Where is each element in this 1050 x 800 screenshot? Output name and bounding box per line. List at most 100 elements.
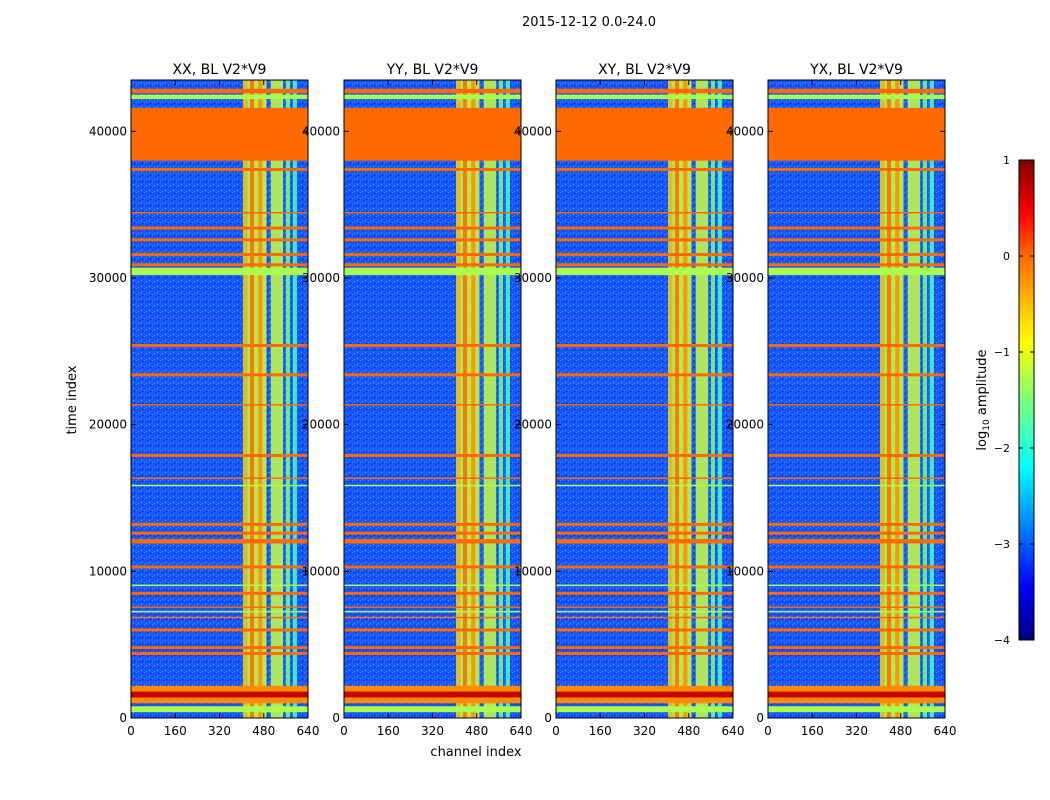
flagged-band: [344, 404, 521, 406]
flagged-band: [131, 168, 308, 171]
rfi-band: [131, 584, 308, 587]
x-axis-label: channel index: [430, 745, 521, 760]
y-tick-label: 20000: [514, 418, 552, 432]
colorbar-tick-label: −2: [994, 442, 1010, 455]
flagged-band: [344, 88, 521, 94]
flagged-band: [556, 454, 733, 457]
rfi-band: [344, 610, 521, 613]
y-tick-label: 30000: [726, 271, 764, 285]
flagged-band: [131, 454, 308, 457]
y-tick-label: 40000: [726, 124, 764, 138]
flagged-band: [344, 591, 521, 595]
bright-channel-column: [886, 80, 892, 718]
bright-channel-column: [683, 80, 688, 718]
flagged-band: [768, 88, 945, 94]
flagged-band: [768, 212, 945, 214]
flagged-band: [131, 591, 308, 595]
flagged-band: [344, 652, 521, 655]
x-tick-label: 320: [421, 724, 444, 738]
rfi-band: [131, 610, 308, 613]
strong-signal-core: [131, 691, 308, 698]
flagged-band: [131, 628, 308, 632]
strong-signal-core: [556, 691, 733, 698]
flagged-band: [768, 373, 945, 377]
flagged-band: [344, 539, 521, 544]
colorbar-label: log10 amplitude: [975, 349, 992, 450]
rfi-band: [556, 94, 733, 100]
x-tick-label: 160: [164, 724, 187, 738]
flagged-band: [556, 212, 733, 214]
y-axis-label: time index: [65, 365, 80, 434]
flagged-band: [768, 404, 945, 406]
flagged-band: [768, 522, 945, 526]
bright-channel-column: [462, 80, 468, 718]
panel-xy: XY, BL V2*V9 0 160 320 480 640 0 10000 20000 3000…: [514, 62, 745, 738]
flagged-band: [344, 606, 521, 609]
x-tick-label: 0: [764, 724, 772, 738]
flagged-band: [556, 373, 733, 377]
flagged-band: [131, 616, 308, 619]
flagged-band: [768, 628, 945, 632]
colorbar-ticks: 1 0 −1 −2 −3 −4: [994, 154, 1034, 647]
y-tick-label: 0: [332, 711, 340, 725]
bright-channel-column: [880, 80, 885, 718]
flagged-band: [131, 531, 308, 535]
colorbar-tick-label: −1: [994, 346, 1010, 359]
x-tick-label: 640: [722, 724, 745, 738]
bright-channel-column: [505, 80, 510, 718]
y-tick-label: 10000: [726, 564, 764, 578]
x-tick-label: 0: [127, 724, 135, 738]
rfi-band: [768, 584, 945, 587]
flagged-band: [768, 652, 945, 655]
x-tick-label: 640: [297, 724, 320, 738]
flagged-band: [768, 591, 945, 595]
y-tick-label: 40000: [302, 124, 340, 138]
rfi-band: [344, 484, 521, 487]
flagged-band: [556, 253, 733, 256]
x-tick-label: 480: [677, 724, 700, 738]
flagged-band: [344, 373, 521, 377]
rfi-band: [556, 706, 733, 713]
flagged-band: [556, 591, 733, 595]
x-tick-label: 320: [208, 724, 231, 738]
flagged-band: [344, 238, 521, 242]
colorbar-tick-label: 1: [1003, 154, 1010, 167]
flagged-band: [556, 652, 733, 655]
flagged-band: [131, 646, 308, 650]
flagged-band: [556, 565, 733, 569]
y-tick-label: 0: [756, 711, 764, 725]
panel-xx: XX, BL V2*V9 0 160 320 480 640 0 10000 20000 3000…: [89, 62, 320, 738]
colorbar-label-suffix: amplitude: [975, 349, 990, 419]
flagged-band: [768, 344, 945, 347]
figure-suptitle: 2015-12-12 0.0-24.0: [522, 15, 656, 30]
flagged-band: [131, 238, 308, 242]
strong-signal-core: [344, 691, 521, 698]
rfi-band: [344, 706, 521, 713]
panel-yy: YY, BL V2*V9 0 160 320 480 640 0 10000 20000 3000…: [302, 62, 533, 738]
flagged-band: [131, 253, 308, 256]
bright-channel-column: [907, 80, 921, 718]
flagged-band: [556, 606, 733, 609]
colorbar-tick-label: 0: [1003, 250, 1010, 263]
x-tick-label: 640: [934, 724, 957, 738]
flagged-band: [768, 616, 945, 619]
flagged-band: [131, 539, 308, 544]
flagged-band: [768, 454, 945, 457]
rfi-band: [768, 706, 945, 713]
flagged-band: [131, 565, 308, 569]
rfi-band: [131, 484, 308, 487]
bright-channel-column: [674, 80, 680, 718]
flagged-band: [556, 107, 733, 161]
flagged-band: [131, 606, 308, 609]
flagged-band: [556, 539, 733, 544]
flagged-band: [344, 477, 521, 479]
flagged-band: [768, 253, 945, 256]
rfi-band: [556, 610, 733, 613]
flagged-band: [344, 263, 521, 267]
x-tick-label: 480: [889, 724, 912, 738]
x-tick-label: 0: [552, 724, 560, 738]
flagged-band: [556, 404, 733, 406]
flagged-band: [768, 646, 945, 650]
flagged-band: [344, 454, 521, 457]
y-tick-label: 40000: [514, 124, 552, 138]
